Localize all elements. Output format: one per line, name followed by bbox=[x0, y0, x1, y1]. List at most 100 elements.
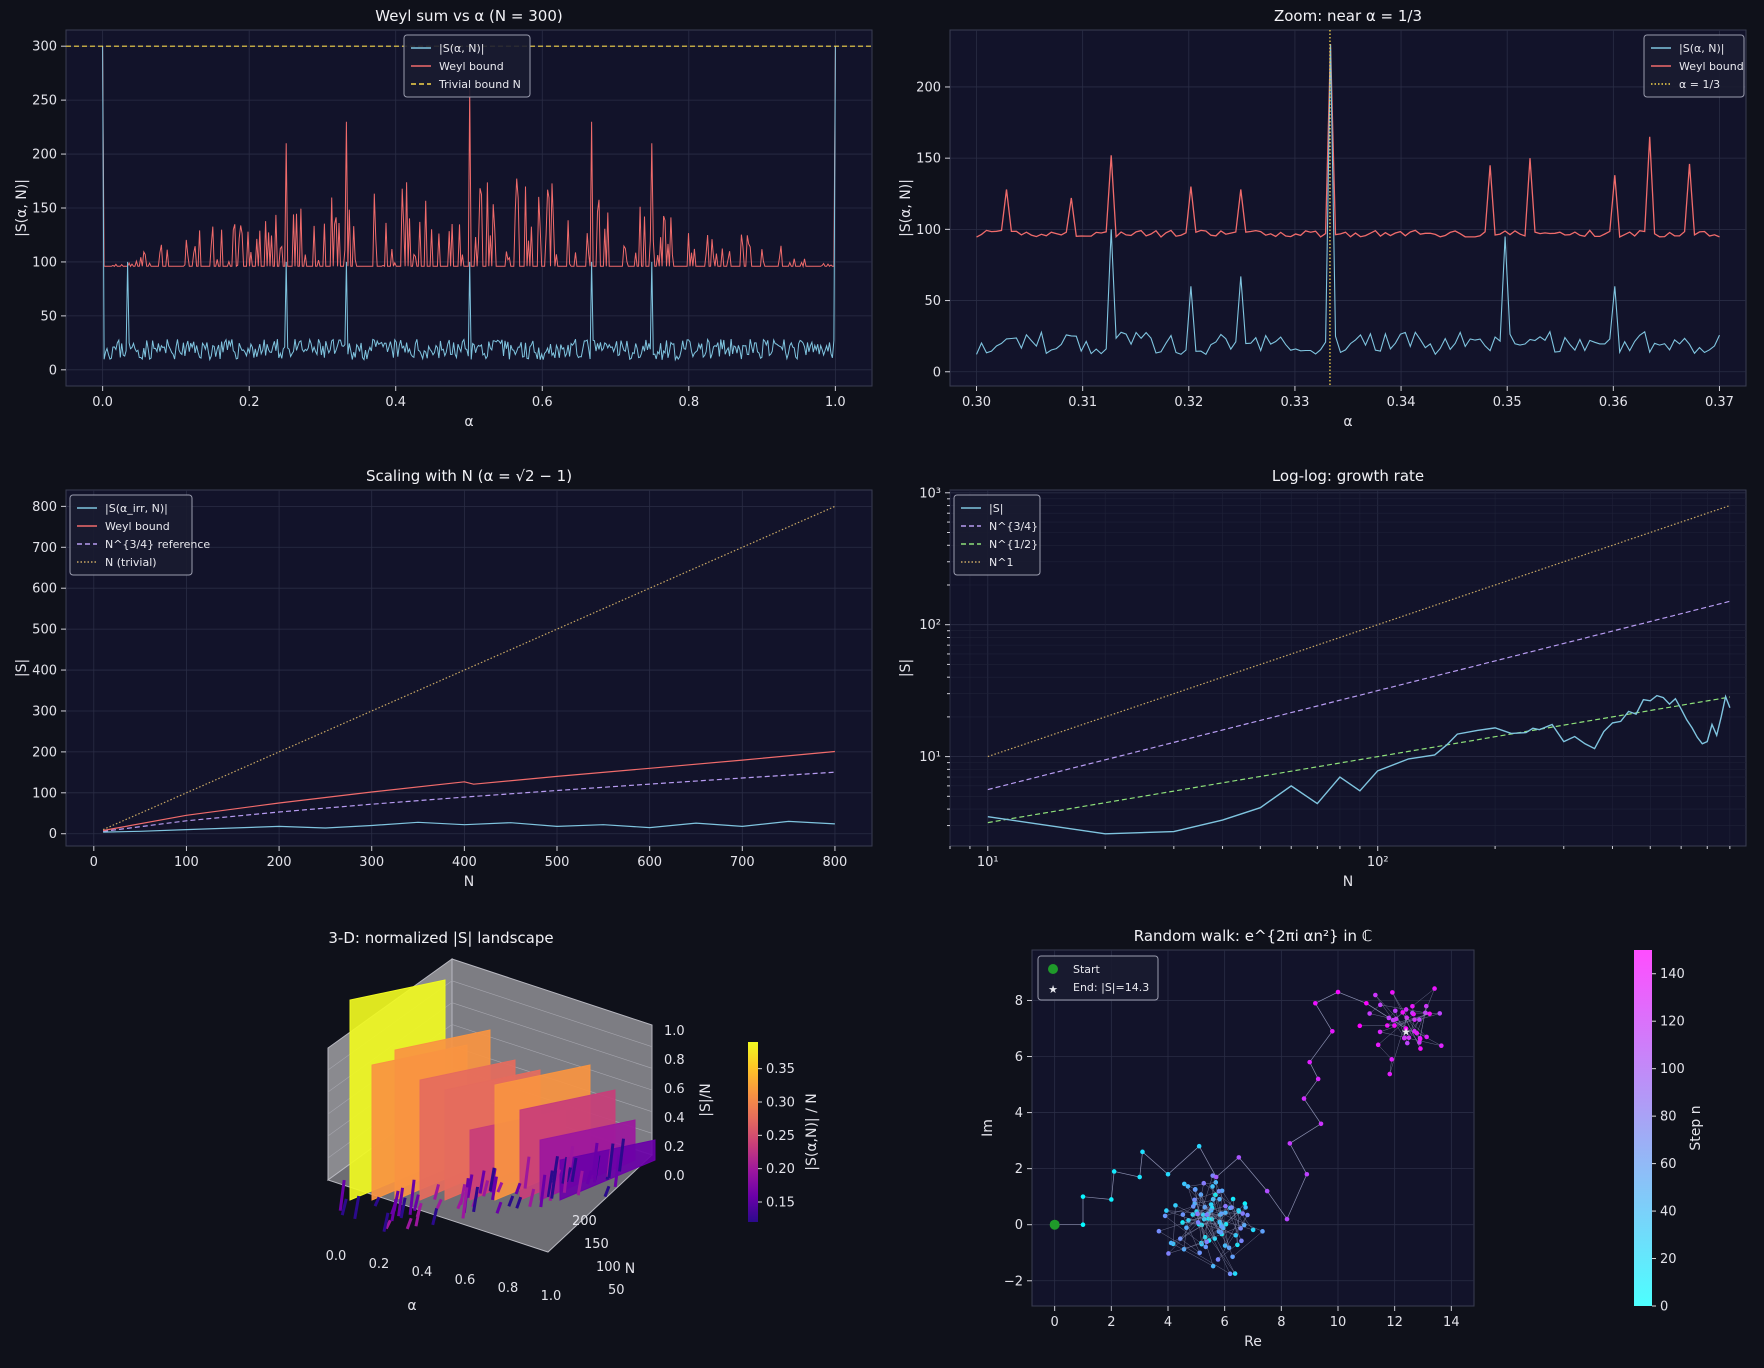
walk-point bbox=[1302, 1096, 1307, 1101]
y-tick-label: 10¹ bbox=[919, 750, 941, 765]
x-tick-label: 800 bbox=[823, 855, 848, 870]
x-tick-label: 1.0 bbox=[541, 1289, 562, 1304]
y-tick-label: 6 bbox=[1015, 1050, 1023, 1065]
colorbar-label: Step n bbox=[1688, 1105, 1704, 1150]
legend-label: N^{3/4} bbox=[989, 520, 1038, 533]
x-tick-label: 300 bbox=[359, 855, 384, 870]
walk-point bbox=[1220, 1224, 1225, 1229]
x-tick-label: 0.8 bbox=[678, 395, 699, 410]
y-axis-label: |S| bbox=[898, 659, 914, 677]
walk-point bbox=[1319, 1121, 1324, 1126]
y-tick-label: 10² bbox=[919, 618, 941, 633]
legend-label: Weyl bound bbox=[1679, 60, 1744, 73]
y-tick-label: 2 bbox=[1015, 1162, 1023, 1177]
colorbar-tick-label: 20 bbox=[1660, 1252, 1677, 1267]
surface-ripple bbox=[407, 1218, 411, 1229]
walk-point bbox=[1239, 1239, 1244, 1244]
x-tick-label: 700 bbox=[730, 855, 755, 870]
walk-point bbox=[1228, 1272, 1233, 1277]
x-tick-label: 0.30 bbox=[962, 395, 991, 410]
y-tick-label: 100 bbox=[596, 1260, 621, 1275]
surface-ripple bbox=[392, 1199, 396, 1221]
walk-point bbox=[1330, 1029, 1335, 1034]
legend-label: |S| bbox=[989, 502, 1003, 515]
x-tick-label: 6 bbox=[1221, 1315, 1229, 1330]
x-tick-label: 4 bbox=[1164, 1315, 1172, 1330]
y-tick-label: 100 bbox=[32, 786, 57, 801]
surface-ripple bbox=[355, 1196, 359, 1219]
colorbar-tick-label: 0.15 bbox=[766, 1196, 795, 1211]
chart-title: 3-D: normalized |S| landscape bbox=[328, 929, 553, 947]
chart-title: Weyl sum vs α (N = 300) bbox=[375, 7, 562, 25]
legend-label: |S(α, N)| bbox=[1679, 42, 1724, 55]
walk-point bbox=[1137, 1175, 1142, 1180]
z-axis-label: |S|/N bbox=[698, 1083, 714, 1117]
walk-point bbox=[1316, 1077, 1321, 1082]
walk-point bbox=[1305, 1172, 1310, 1177]
x-axis-label: α bbox=[464, 414, 473, 430]
x-tick-label: 2 bbox=[1107, 1315, 1115, 1330]
y-tick-label: 200 bbox=[916, 80, 941, 95]
legend-label: Weyl bound bbox=[439, 60, 504, 73]
y-tick-label: 300 bbox=[32, 704, 57, 719]
walk-point bbox=[1357, 1024, 1362, 1029]
legend-label: α = 1/3 bbox=[1679, 78, 1720, 91]
colorbar-tick-label: 140 bbox=[1660, 967, 1685, 982]
x-tick-label: 0.2 bbox=[369, 1257, 390, 1272]
walk-point bbox=[1410, 1004, 1415, 1009]
colorbar-tick-label: 0.35 bbox=[766, 1062, 795, 1077]
y-tick-label: 8 bbox=[1015, 994, 1023, 1009]
y-tick-label: 150 bbox=[916, 152, 941, 167]
colorbar-tick-label: 0.25 bbox=[766, 1129, 795, 1144]
legend-label: Weyl bound bbox=[105, 520, 170, 533]
walk-point bbox=[1166, 1172, 1171, 1177]
x-tick-label: 0.37 bbox=[1705, 395, 1734, 410]
x-tick-label: 0.32 bbox=[1174, 395, 1203, 410]
walk-point bbox=[1081, 1222, 1086, 1227]
legend-label: N^1 bbox=[989, 556, 1013, 569]
x-tick-label: 8 bbox=[1277, 1315, 1285, 1330]
walk-point bbox=[1214, 1175, 1219, 1180]
y-tick-label: 600 bbox=[32, 582, 57, 597]
y-tick-label: 50 bbox=[608, 1283, 625, 1298]
walk-point bbox=[1081, 1194, 1086, 1199]
z-tick-label: 0.2 bbox=[664, 1140, 685, 1155]
walk-point bbox=[1197, 1144, 1202, 1149]
colorbar-tick-label: 120 bbox=[1660, 1015, 1685, 1030]
x-tick-label: 0 bbox=[90, 855, 98, 870]
x-tick-label: 0.35 bbox=[1493, 395, 1522, 410]
x-tick-label: 0.2 bbox=[239, 395, 260, 410]
x-tick-label: 600 bbox=[637, 855, 662, 870]
x-tick-label: 0 bbox=[1051, 1315, 1059, 1330]
legend-marker: ★ bbox=[1048, 983, 1058, 996]
y-tick-label: 150 bbox=[32, 202, 57, 217]
legend-label: |S(α, N)| bbox=[439, 42, 484, 55]
y-tick-label: 200 bbox=[32, 148, 57, 163]
y-tick-label: 10³ bbox=[919, 486, 941, 501]
y-tick-label: 250 bbox=[32, 94, 57, 109]
x-axis-label: α bbox=[407, 1298, 416, 1314]
z-tick-label: 1.0 bbox=[664, 1024, 685, 1039]
y-tick-label: 4 bbox=[1015, 1106, 1023, 1121]
colorbar-3d bbox=[748, 1042, 758, 1222]
legend-label: Trivial bound N bbox=[438, 78, 521, 91]
y-axis-label: N bbox=[625, 1261, 635, 1277]
chart-3d-landscape-svg: 3-D: normalized |S| landscape0.00.20.40.… bbox=[0, 910, 882, 1364]
legend-label: N (trivial) bbox=[105, 556, 157, 569]
y-tick-label: 0 bbox=[1015, 1218, 1023, 1233]
y-tick-label: −2 bbox=[1004, 1274, 1023, 1289]
x-tick-label: 10¹ bbox=[977, 855, 999, 870]
walk-point bbox=[1201, 1181, 1206, 1186]
start-marker bbox=[1050, 1220, 1060, 1230]
x-axis-label: N bbox=[464, 874, 474, 890]
chart-title: Scaling with N (α = √2 − 1) bbox=[366, 467, 572, 485]
y-tick-label: 150 bbox=[584, 1237, 609, 1252]
y-tick-label: 800 bbox=[32, 500, 57, 515]
walk-point bbox=[1112, 1169, 1117, 1174]
